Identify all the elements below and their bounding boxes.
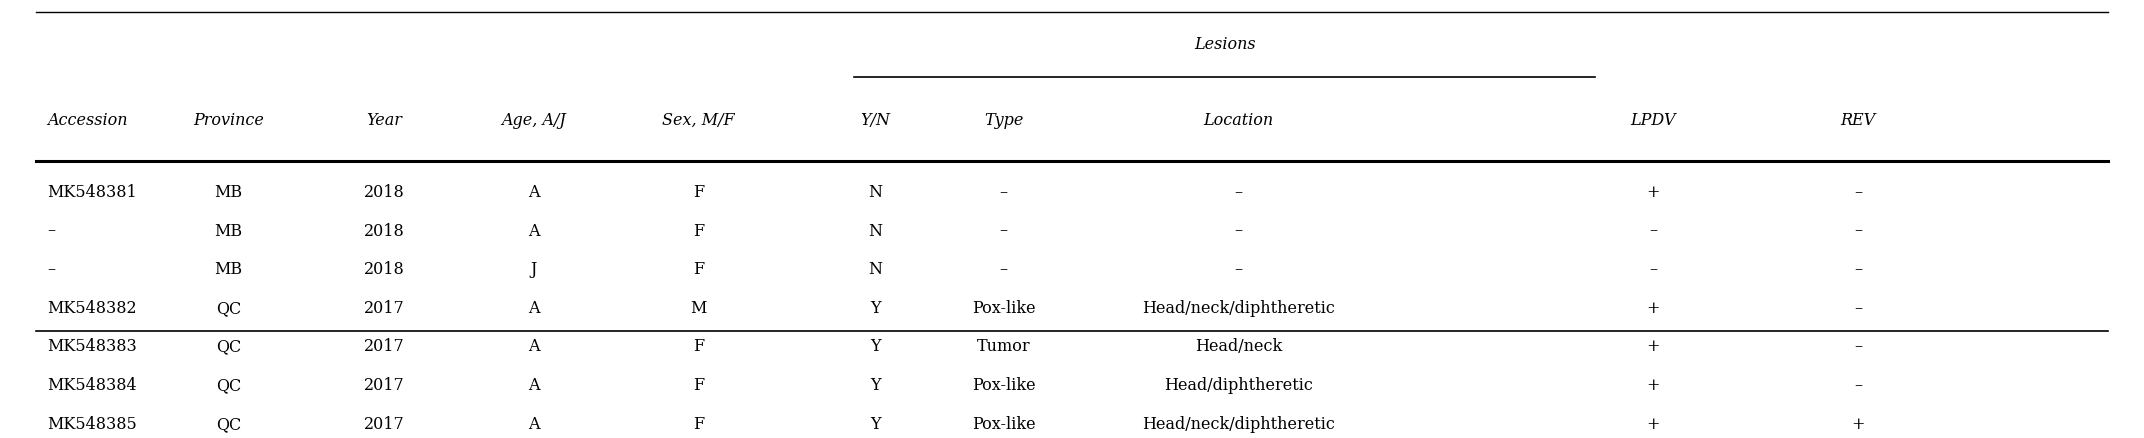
Text: QC: QC [217,416,240,433]
Text: Accession: Accession [47,112,126,129]
Text: F: F [693,184,703,201]
Text: MK548384: MK548384 [47,377,137,394]
Text: –: – [1649,261,1657,278]
Text: F: F [693,339,703,356]
Text: 2017: 2017 [364,416,405,433]
Text: N: N [868,184,883,201]
Text: Age, A/J: Age, A/J [502,112,566,129]
Text: Lesions: Lesions [1194,35,1256,53]
Text: –: – [1855,223,1861,240]
Text: Y: Y [870,300,881,317]
Text: REV: REV [1840,112,1876,129]
Text: QC: QC [217,377,240,394]
Text: MB: MB [214,261,242,278]
Text: MK548383: MK548383 [47,339,137,356]
Text: –: – [1855,184,1861,201]
Text: A: A [527,416,540,433]
Text: Sex, M/F: Sex, M/F [662,112,735,129]
Text: M: M [690,300,705,317]
Text: F: F [693,261,703,278]
Text: J: J [530,261,536,278]
Text: Head/neck/diphtheretic: Head/neck/diphtheretic [1143,300,1336,317]
Text: QC: QC [217,339,240,356]
Text: –: – [999,261,1008,278]
Text: +: + [1647,339,1659,356]
Text: Type: Type [984,112,1023,129]
Text: +: + [1850,416,1865,433]
Text: –: – [1855,261,1861,278]
Text: –: – [47,223,56,240]
Text: QC: QC [217,300,240,317]
Text: 2018: 2018 [364,223,405,240]
Text: A: A [527,377,540,394]
Text: F: F [693,416,703,433]
Text: –: – [1235,223,1244,240]
Text: 2017: 2017 [364,300,405,317]
Text: MB: MB [214,223,242,240]
Text: A: A [527,184,540,201]
Text: Location: Location [1203,112,1274,129]
Text: –: – [1855,300,1861,317]
Text: Y/N: Y/N [860,112,890,129]
Text: Y: Y [870,416,881,433]
Text: 2018: 2018 [364,184,405,201]
Text: –: – [1649,223,1657,240]
Text: –: – [1855,377,1861,394]
Text: 2017: 2017 [364,377,405,394]
Text: 2018: 2018 [364,261,405,278]
Text: LPDV: LPDV [1629,112,1677,129]
Text: F: F [693,377,703,394]
Text: –: – [999,184,1008,201]
Text: 2017: 2017 [364,339,405,356]
Text: MK548381: MK548381 [47,184,137,201]
Text: Province: Province [193,112,264,129]
Text: Year: Year [367,112,403,129]
Text: N: N [868,223,883,240]
Text: MK548382: MK548382 [47,300,137,317]
Text: N: N [868,261,883,278]
Text: Head/neck: Head/neck [1194,339,1282,356]
Text: +: + [1647,416,1659,433]
Text: A: A [527,223,540,240]
Text: Tumor: Tumor [978,339,1031,356]
Text: MK548385: MK548385 [47,416,137,433]
Text: A: A [527,300,540,317]
Text: –: – [1855,339,1861,356]
Text: Pox-like: Pox-like [971,377,1036,394]
Text: Head/diphtheretic: Head/diphtheretic [1164,377,1312,394]
Text: +: + [1647,300,1659,317]
Text: Y: Y [870,377,881,394]
Text: +: + [1647,377,1659,394]
Text: –: – [47,261,56,278]
Text: MB: MB [214,184,242,201]
Text: –: – [1235,184,1244,201]
Text: –: – [999,223,1008,240]
Text: Pox-like: Pox-like [971,416,1036,433]
Text: Head/neck/diphtheretic: Head/neck/diphtheretic [1143,416,1336,433]
Text: A: A [527,339,540,356]
Text: +: + [1647,184,1659,201]
Text: –: – [1235,261,1244,278]
Text: F: F [693,223,703,240]
Text: Y: Y [870,339,881,356]
Text: Pox-like: Pox-like [971,300,1036,317]
